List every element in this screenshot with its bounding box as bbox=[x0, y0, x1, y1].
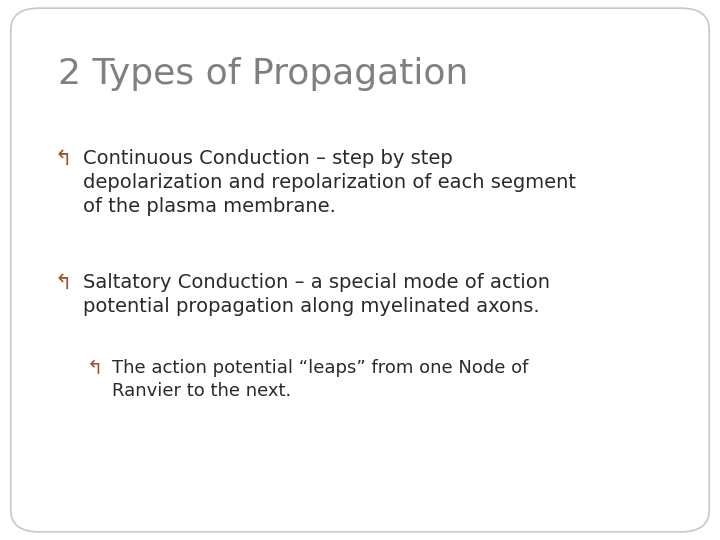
Text: ↰: ↰ bbox=[54, 273, 71, 293]
Text: Continuous Conduction – step by step
depolarization and repolarization of each s: Continuous Conduction – step by step dep… bbox=[83, 148, 576, 216]
Text: Saltatory Conduction – a special mode of action
potential propagation along myel: Saltatory Conduction – a special mode of… bbox=[83, 273, 550, 316]
Text: The action potential “leaps” from one Node of
Ranvier to the next.: The action potential “leaps” from one No… bbox=[112, 359, 528, 400]
Text: ↰: ↰ bbox=[54, 148, 71, 168]
Text: 2 Types of Propagation: 2 Types of Propagation bbox=[58, 57, 468, 91]
FancyBboxPatch shape bbox=[11, 8, 709, 532]
Text: ↰: ↰ bbox=[86, 359, 103, 378]
